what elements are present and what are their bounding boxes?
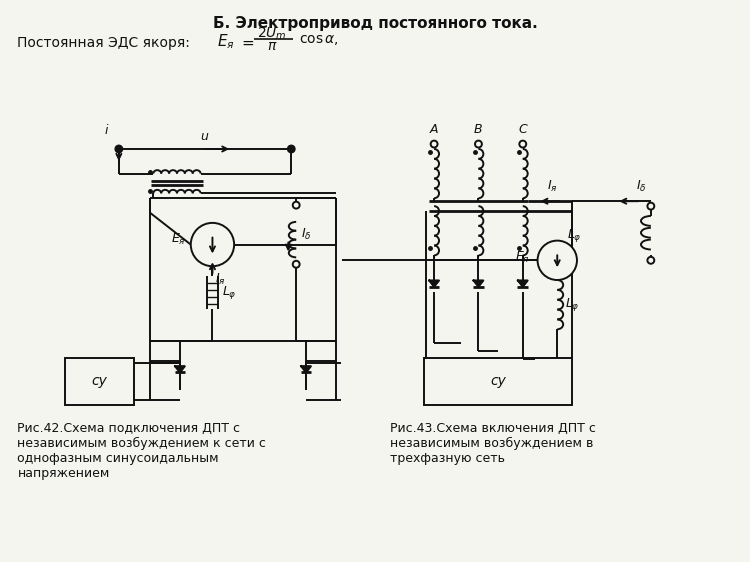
Text: B: B <box>474 123 483 136</box>
Bar <box>64 358 134 405</box>
Circle shape <box>288 146 295 152</box>
Text: $\mathit{I}_{\delta}$: $\mathit{I}_{\delta}$ <box>301 227 312 242</box>
Text: $\mathit{I}_{\delta}$: $\mathit{I}_{\delta}$ <box>636 179 646 194</box>
Text: $\mathit{L}_{\varphi}$: $\mathit{L}_{\varphi}$ <box>566 296 580 313</box>
Text: сy: сy <box>490 374 506 388</box>
Polygon shape <box>473 280 483 287</box>
Circle shape <box>430 140 437 147</box>
Polygon shape <box>175 366 184 373</box>
Text: $\mathit{I}_{\mathit{я}}$: $\mathit{I}_{\mathit{я}}$ <box>547 179 558 194</box>
Circle shape <box>647 203 654 210</box>
Text: $\mathit{E}_{\mathit{я}}$: $\mathit{E}_{\mathit{я}}$ <box>171 232 186 247</box>
Polygon shape <box>429 280 439 287</box>
Circle shape <box>292 202 300 209</box>
Text: $\mathit{E}_{\mathit{я}}$: $\mathit{E}_{\mathit{я}}$ <box>217 33 235 52</box>
Text: $\mathit{L}_{\varphi}$: $\mathit{L}_{\varphi}$ <box>567 227 582 244</box>
Bar <box>424 358 572 405</box>
Text: $\cos\alpha,$: $\cos\alpha,$ <box>299 33 339 47</box>
Text: $\mathit{I}_{\mathit{я}}$: $\mathit{I}_{\mathit{я}}$ <box>215 272 226 287</box>
Text: A: A <box>430 123 438 136</box>
Text: C: C <box>518 123 527 136</box>
Text: Постоянная ЭДС якоря:: Постоянная ЭДС якоря: <box>17 36 190 49</box>
Text: $\mathit{u}$: $\mathit{u}$ <box>200 130 209 143</box>
Circle shape <box>519 140 526 147</box>
Circle shape <box>538 241 577 280</box>
Circle shape <box>116 146 122 152</box>
Text: $\mathit{E}_{\mathit{я}}$: $\mathit{E}_{\mathit{я}}$ <box>514 250 529 265</box>
Text: Рис.43.Схема включения ДПТ с
независимым возбуждением в
трехфазную сеть: Рис.43.Схема включения ДПТ с независимым… <box>390 422 596 465</box>
Circle shape <box>475 140 482 147</box>
Circle shape <box>292 261 300 268</box>
Polygon shape <box>302 366 311 373</box>
Text: $=$: $=$ <box>239 35 255 49</box>
Text: Б. Электропривод постоянного тока.: Б. Электропривод постоянного тока. <box>213 16 537 31</box>
Text: Рис.42.Схема подключения ДПТ с
независимым возбуждением к сети с
однофазным сину: Рис.42.Схема подключения ДПТ с независим… <box>17 422 266 480</box>
Text: $2U_{\mathit{m}}$: $2U_{\mathit{m}}$ <box>256 26 286 42</box>
Text: $\pi$: $\pi$ <box>267 39 278 53</box>
Circle shape <box>190 223 234 266</box>
Text: су: су <box>92 374 107 388</box>
Text: $\mathit{i}$: $\mathit{i}$ <box>104 123 110 137</box>
Polygon shape <box>518 280 528 287</box>
Circle shape <box>647 257 654 264</box>
Text: $\mathit{L}_{\varphi}$: $\mathit{L}_{\varphi}$ <box>222 284 237 301</box>
